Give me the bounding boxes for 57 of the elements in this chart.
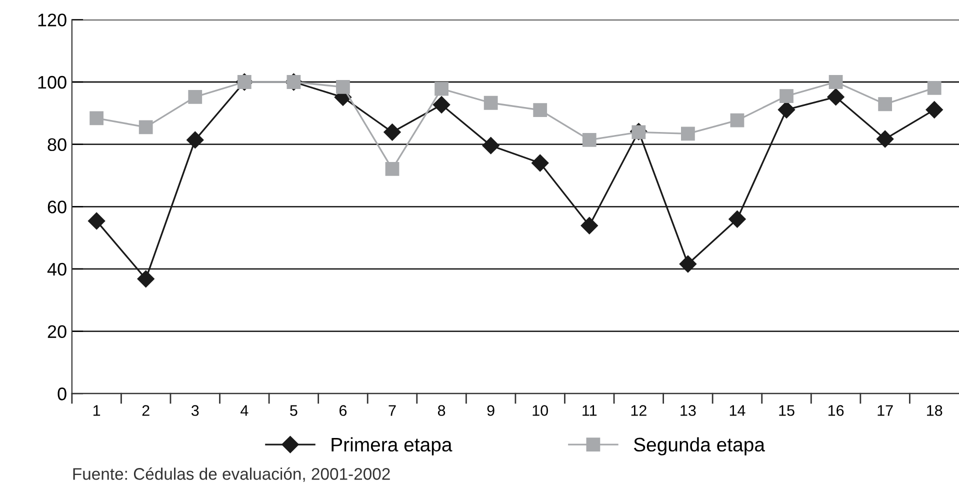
- point: [90, 111, 104, 126]
- x-tick-label: 12: [631, 405, 646, 416]
- point: [88, 212, 106, 230]
- point: [484, 96, 498, 110]
- point: [138, 120, 153, 134]
- point: [137, 270, 154, 288]
- point: [580, 217, 598, 234]
- point: [778, 101, 796, 118]
- legend-label: Primera etapa: [332, 437, 452, 456]
- point: [384, 124, 401, 141]
- x-tick-label: 13: [680, 405, 696, 416]
- point: [533, 103, 548, 117]
- point: [828, 75, 843, 89]
- x-tick-label: 9: [487, 405, 494, 416]
- point: [532, 154, 549, 172]
- x-tick-label: 2: [142, 405, 150, 416]
- x-tick-label: 14: [730, 405, 746, 416]
- y-tick-label: 100: [38, 76, 66, 89]
- point: [432, 96, 450, 114]
- point: [188, 90, 202, 104]
- x-tick-label: 17: [878, 405, 893, 416]
- point: [681, 126, 695, 141]
- point: [780, 89, 794, 103]
- point: [876, 130, 894, 148]
- x-tick-label: 11: [582, 405, 597, 416]
- point: [878, 97, 892, 112]
- x-tick-label: 8: [438, 405, 446, 416]
- x-tick-label: 10: [532, 405, 548, 416]
- point: [582, 133, 596, 147]
- y-tick-label: 0: [58, 388, 66, 400]
- y-tick-label: 80: [48, 138, 66, 152]
- point: [186, 131, 204, 149]
- x-tick-label: 3: [191, 405, 199, 416]
- legend-label: Segunda etapa: [634, 437, 765, 456]
- point: [336, 80, 350, 94]
- point: [730, 113, 744, 128]
- point: [482, 137, 500, 154]
- point: [434, 82, 448, 96]
- x-tick-label: 16: [828, 405, 844, 416]
- x-tick-label: 4: [240, 405, 248, 416]
- y-tick-label: 120: [38, 14, 66, 26]
- point: [679, 255, 696, 273]
- point: [385, 162, 400, 176]
- point: [927, 80, 942, 95]
- source-note: Fuente: Cédulas de evaluación, 2001-2002: [73, 467, 390, 482]
- x-tick-label: 6: [340, 405, 347, 416]
- x-tick-label: 15: [779, 405, 794, 416]
- x-tick-label: 1: [93, 405, 100, 416]
- point: [926, 101, 943, 118]
- x-tick-label: 5: [290, 405, 298, 416]
- y-tick-label: 20: [48, 325, 66, 338]
- y-tick-label: 60: [48, 200, 66, 214]
- point: [827, 88, 844, 106]
- point: [728, 210, 746, 228]
- x-tick-label: 7: [388, 405, 396, 416]
- y-tick-label: 40: [47, 262, 66, 276]
- x-tick-label: 18: [927, 405, 942, 416]
